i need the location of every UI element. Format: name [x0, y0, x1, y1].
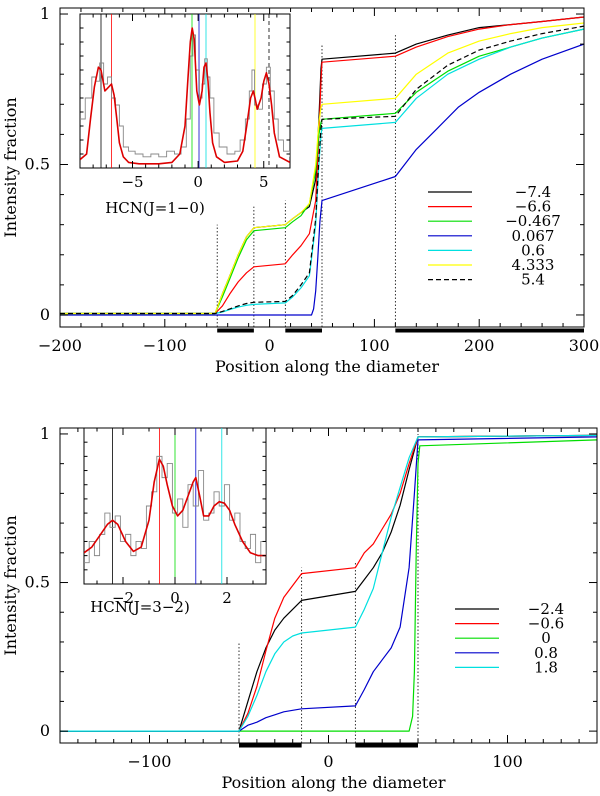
inset-x-tick-label: 0	[170, 589, 180, 607]
inset-spectrum: −5 0 5 HCN(J=1−0)	[79, 13, 291, 217]
legend-label: −7.4	[515, 183, 551, 201]
x-tick-label: 200	[464, 336, 495, 355]
legend-label: 0.067	[512, 227, 555, 245]
legend-label: −0.467	[505, 212, 561, 230]
y-tick-label: 0.5	[25, 154, 50, 173]
legend-label: −0.6	[528, 615, 564, 633]
legend-label: 0.8	[534, 644, 558, 662]
range-bar	[217, 328, 254, 333]
y-tick-label: 0	[40, 721, 50, 740]
series-line-6	[60, 25, 584, 315]
chart-panel-top: −200 −100 0 100 200 300 0 0.5 1 Position along th…	[1, 4, 599, 376]
inset-x-tick-label: 0	[193, 173, 203, 191]
series-line-3	[60, 436, 597, 732]
legend-label: 0	[541, 629, 551, 647]
series-line-4	[60, 434, 597, 732]
x-tick-label: −100	[143, 336, 187, 355]
legend-label: 1.8	[534, 658, 558, 676]
inset-x-tick-label: 2	[222, 589, 232, 607]
plot-frame	[59, 7, 585, 328]
legend-label: 4.333	[512, 256, 555, 274]
x-tick-label: 0	[265, 336, 275, 355]
y-tick-label: 1	[40, 4, 50, 23]
inset-label: HCN(J=1−0)	[105, 199, 205, 217]
x-tick-label: 100	[359, 336, 390, 355]
inset-x-tick-label: 5	[259, 173, 269, 191]
x-axis-label: Position along the diameter	[215, 357, 439, 376]
inset-x-tick-label: −2	[112, 589, 134, 607]
y-axis-label: Intensity fraction	[1, 97, 20, 237]
inset-spectrum: −2 0 2 HCN(J=3−2)	[83, 427, 267, 616]
series-line-0	[60, 434, 597, 732]
series-line-1	[60, 434, 597, 732]
series-line-3	[60, 43, 584, 316]
series-group	[60, 16, 584, 316]
x-tick-label: −100	[128, 752, 172, 771]
legend-label: 0.6	[521, 241, 545, 259]
x-tick-label: −200	[38, 336, 82, 355]
inset-model-spectrum	[84, 458, 266, 557]
legend-label: −2.4	[528, 600, 564, 618]
x-tick-label: 300	[569, 336, 600, 355]
chart-panel-bottom: −100 0 100 0 0.5 1 Position along the diameter…	[1, 424, 598, 792]
y-axis-label: Intensity fraction	[1, 515, 20, 655]
y-tick-label: 1	[40, 424, 50, 443]
inset-x-tick-label: −5	[121, 173, 143, 191]
series-line-4	[60, 28, 584, 315]
range-bar	[395, 328, 584, 333]
range-bar	[285, 328, 322, 333]
legend-label: −6.6	[515, 198, 551, 216]
inset-observed-spectrum	[84, 455, 266, 564]
inset-label: HCN(J=3−2)	[90, 598, 190, 616]
series-group	[60, 434, 597, 732]
x-tick-label: 100	[492, 752, 523, 771]
range-bar	[355, 743, 418, 748]
series-line-2	[60, 439, 597, 732]
y-tick-label: 0	[40, 305, 50, 324]
range-bar	[239, 743, 302, 748]
y-tick-label: 0.5	[25, 573, 50, 592]
inset-model-spectrum	[80, 27, 290, 165]
x-axis-label: Position along the diameter	[222, 773, 446, 792]
x-tick-label: 0	[323, 752, 333, 771]
legend-label: 5.4	[521, 271, 545, 289]
series-line-5	[60, 22, 584, 315]
series-line-1	[60, 16, 584, 315]
